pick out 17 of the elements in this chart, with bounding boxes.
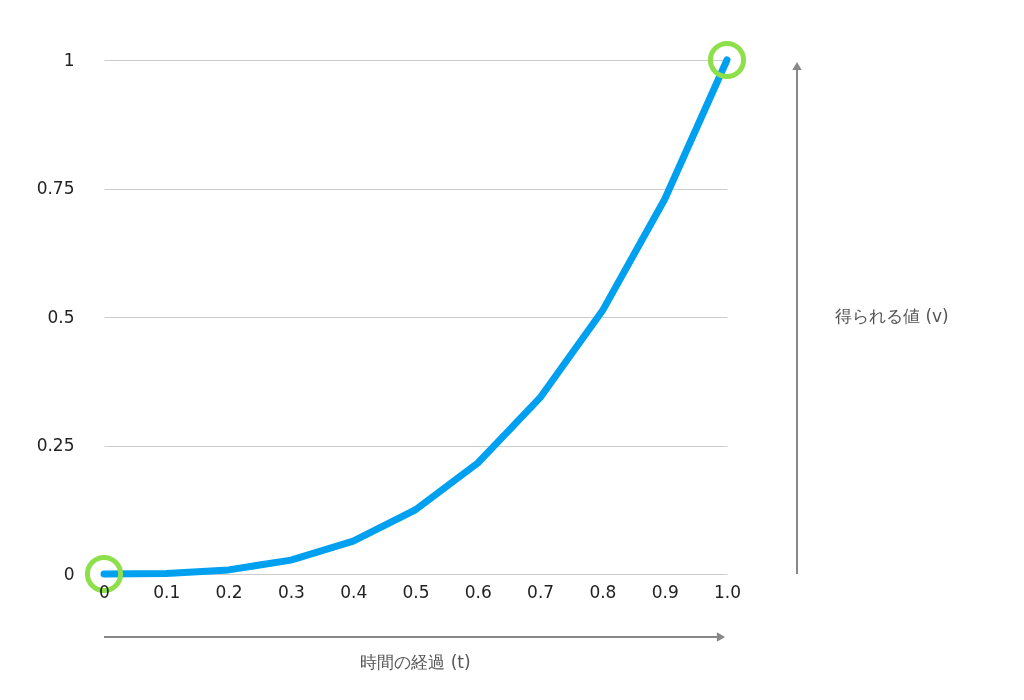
x-tick-label: 0.4 [340, 581, 368, 602]
y-tick-label: 0.5 [47, 306, 75, 327]
y-tick-label: 0 [63, 563, 75, 584]
x-tick-label: 0.8 [589, 581, 617, 602]
x-tick-label: 0.6 [464, 581, 492, 602]
x-tick-label: 0.1 [153, 581, 181, 602]
x-tick-label: 1.0 [713, 581, 742, 602]
x-axis-title: 時間の経過 (t) [360, 652, 471, 672]
x-tick-label: 0.2 [215, 581, 243, 602]
x-tick-label: 0.7 [527, 581, 555, 602]
text: 得られる値 (v) [835, 306, 949, 326]
x-tick-label: 0.5 [402, 581, 430, 602]
y-tick-label: 0.75 [36, 178, 75, 198]
y-tick-label: 1 [63, 49, 75, 70]
y-tick-label: 0.25 [36, 435, 75, 455]
x-tick-label: 0.9 [651, 581, 679, 602]
x-tick-label: 0.3 [277, 581, 305, 602]
